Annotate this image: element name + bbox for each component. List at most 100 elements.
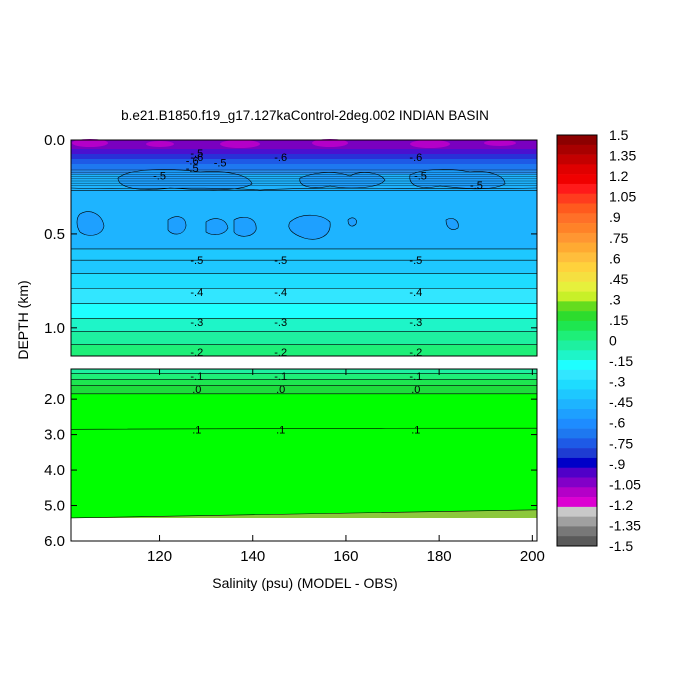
colorbar-swatch: [557, 164, 597, 175]
contour-label: .0: [411, 384, 420, 396]
y-tick-label: 4.0: [44, 462, 65, 479]
colorbar-tick-label: -.75: [609, 435, 633, 451]
contour-label: -.2: [274, 347, 287, 359]
surface-blob: [146, 141, 174, 147]
colorbar-swatch: [557, 536, 597, 547]
contour-patch: [205, 218, 229, 235]
contour-label: .0: [192, 384, 201, 396]
colorbar-tick-label: -.9: [609, 456, 626, 472]
colorbar-swatch: [557, 272, 597, 283]
lower-frame: [70, 368, 538, 542]
contour-label: -.5: [414, 171, 427, 183]
depth-band: [71, 303, 537, 319]
y-tick-label: 0.5: [44, 226, 65, 243]
x-tick-label: 200: [520, 548, 545, 565]
x-tick-label: 140: [240, 548, 265, 565]
surface-blob: [312, 139, 348, 147]
contour-patch: [409, 169, 506, 190]
colorbar-swatch: [557, 418, 597, 429]
contour-label: -.5: [186, 163, 199, 175]
x-tick-label: 120: [147, 548, 172, 565]
colorbar-swatch: [557, 487, 597, 498]
colorbar-tick-label: 1.2: [609, 168, 629, 184]
y-tick-label: 0.0: [44, 132, 65, 149]
contour-label: -.4: [409, 287, 422, 299]
contour-patch: [347, 217, 357, 227]
contour-line: [70, 427, 538, 430]
depth-band: [71, 331, 537, 345]
colorbar-swatch: [557, 497, 597, 508]
colorbar-swatch: [557, 379, 597, 390]
colorbar-tick-label: .6: [609, 250, 621, 266]
contour-label: -.3: [409, 317, 422, 329]
surface-blob: [220, 140, 260, 148]
colorbar-tick-label: 1.05: [609, 189, 636, 205]
depth-band: [71, 385, 537, 394]
colorbar-frame: [556, 134, 598, 547]
contour-patch: [76, 211, 105, 236]
colorbar-swatch: [557, 301, 597, 312]
colorbar-tick-label: -1.2: [609, 497, 633, 513]
surface-band-4: [71, 159, 537, 164]
depth-band: [71, 288, 537, 304]
colorbar-tick-label: -1.35: [609, 517, 641, 533]
colorbar-swatch: [557, 252, 597, 263]
contour-label: -.3: [274, 317, 287, 329]
upper-panel: [70, 139, 538, 357]
contour-label: -.5: [274, 255, 287, 267]
contour-label: -.6: [409, 152, 422, 164]
surface-blob: [484, 140, 516, 146]
colorbar-swatch: [557, 428, 597, 439]
colorbar-swatch: [557, 144, 597, 155]
contour-label: -.1: [409, 371, 422, 383]
colorbar-tick-label: .15: [609, 312, 629, 328]
depth-band: [71, 369, 537, 374]
colorbar-swatch: [557, 526, 597, 537]
colorbar-swatch: [557, 477, 597, 488]
contour-label: -.5: [409, 255, 422, 267]
depth-band: [71, 273, 537, 289]
y-tick-label: 3.0: [44, 427, 65, 444]
colorbar-swatch: [557, 389, 597, 400]
colorbar-swatch: [557, 262, 597, 273]
colorbar-tick-label: -.3: [609, 374, 626, 390]
x-tick-label: 160: [333, 548, 358, 565]
colorbar-tick-label: -.45: [609, 394, 633, 410]
colorbar: 1.5 1.35 1.2 1.05 .9 .75 .6 .45 .3 .15 0 -.15 -.3 -.4…: [556, 127, 641, 554]
colorbar-swatch: [557, 281, 597, 292]
contour-label: -.5: [214, 158, 227, 170]
contour-label: -.4: [274, 287, 287, 299]
upper-frame: [70, 139, 538, 357]
colorbar-swatch: [557, 174, 597, 185]
contour-label: -.5: [153, 171, 166, 183]
contour-label: .0: [276, 384, 285, 396]
colorbar-swatch: [557, 193, 597, 204]
colorbar-swatch: [557, 213, 597, 224]
colorbar-swatch: [557, 467, 597, 478]
contour-label: -.4: [190, 287, 203, 299]
colorbar-swatch: [557, 438, 597, 449]
contour-label: -.2: [190, 347, 203, 359]
colorbar-swatch: [557, 506, 597, 517]
y-tick-label: 2.0: [44, 391, 65, 408]
colorbar-tick-label: .45: [609, 271, 629, 287]
colorbar-tick-label: -1.05: [609, 476, 641, 492]
colorbar-swatch: [557, 360, 597, 371]
colorbar-swatch: [557, 448, 597, 459]
colorbar-swatch: [557, 154, 597, 165]
colorbar-swatch: [557, 369, 597, 380]
contour-patch: [299, 172, 386, 189]
contour-label: .1: [411, 424, 420, 436]
surface-band-5: [71, 164, 537, 170]
colorbar-swatch: [557, 311, 597, 322]
colorbar-tick-label: 1.35: [609, 148, 636, 164]
colorbar-swatch: [557, 242, 597, 253]
contour-label: .1: [276, 424, 285, 436]
colorbar-swatch: [557, 350, 597, 361]
contour-label: -.6: [186, 156, 199, 168]
y-tick-label: 1.0: [44, 320, 65, 337]
contour-label: -.6: [190, 152, 203, 164]
colorbar-tick-label: -.15: [609, 353, 633, 369]
contour-label: -.5: [190, 255, 203, 267]
